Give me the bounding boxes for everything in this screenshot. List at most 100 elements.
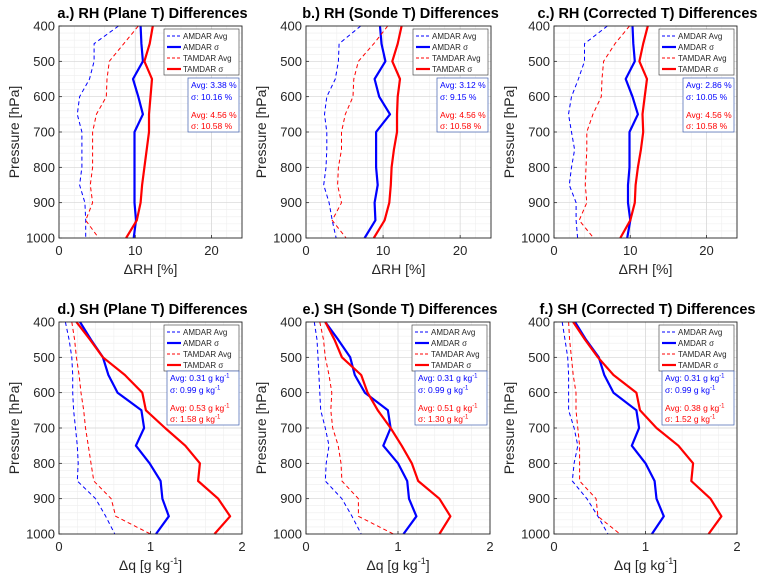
legend-box: [163, 324, 240, 372]
y-tick-label: 900: [280, 491, 302, 506]
y-tick-label: 1000: [521, 527, 550, 542]
stat-text: Avg: 3.12 %: [440, 80, 486, 90]
y-tick-label: 400: [528, 19, 550, 34]
stats-box: Avg: 3.38 % σ: 10.16 % Avg: 4.56 %σ: 10.58…: [187, 77, 240, 133]
x-tick-label: 2: [238, 539, 245, 554]
x-tick-label: 0: [550, 539, 557, 554]
y-tick-label: 700: [33, 125, 55, 140]
stat-text: Avg: 2.86 %: [686, 80, 732, 90]
stats-box-border: [187, 77, 240, 133]
y-tick-label: 400: [528, 315, 550, 330]
legend: AMDAR Avg AMDAR σ TAMDAR Avg TAMDAR σ: [163, 324, 240, 372]
x-tick-label: 2: [733, 539, 740, 554]
x-tick-label: 0: [302, 539, 309, 554]
stat-text: Avg: 0.53 g kg: [170, 403, 224, 413]
y-tick-label: 600: [33, 89, 55, 104]
legend-label: TAMDAR Avg: [678, 54, 727, 63]
legend: AMDAR Avg AMDAR σ TAMDAR Avg TAMDAR σ: [658, 28, 735, 76]
stats-box-border: [414, 370, 488, 426]
legend-box: [412, 28, 489, 76]
stat-sup: -1: [215, 415, 221, 421]
stat-text: Avg: 0.31 g kg: [418, 373, 472, 383]
y-tick-label: 400: [280, 315, 302, 330]
y-tick-label: 900: [280, 195, 302, 210]
y-tick-label: 500: [280, 54, 302, 69]
legend-label: AMDAR Avg: [678, 32, 722, 41]
stat-text: σ: 1.30 g kg: [418, 414, 463, 424]
y-tick-label: 400: [33, 315, 55, 330]
stats-box-border: [661, 370, 735, 426]
stat-text: σ: 1.58 g kg: [170, 414, 215, 424]
stat-amdar-avg: Avg: 0.31 g kg-1: [418, 373, 478, 383]
series-line-amdar-avg: [76, 25, 119, 238]
stat-text: σ: 10.58 %: [686, 121, 728, 131]
stat-amdar-sigma: σ: 10.05 %: [686, 92, 728, 102]
panel-title: c.) RH (Corrected T) Differences: [538, 6, 758, 22]
series-line-amdar: [624, 25, 640, 239]
x-axis-label-after: ]: [178, 557, 182, 573]
panel-title: a.) RH (Plane T) Differences: [57, 6, 247, 22]
legend-label: AMDAR Avg: [678, 328, 722, 337]
x-axis-label-text: Δq [g kg: [119, 557, 170, 573]
series-line-tamdar: [619, 25, 649, 239]
y-axis-label: Pressure [hPa]: [6, 86, 22, 179]
panel-title: b.) RH (Sonde T) Differences: [302, 6, 499, 22]
panel-title: f.) SH (Corrected T) Differences: [540, 302, 756, 318]
x-axis-label-sup: -1: [170, 556, 178, 566]
y-tick-label: 600: [280, 89, 302, 104]
stat-tamdar-avg: Avg: 0.51 g kg-1: [418, 403, 478, 413]
stat-text: σ: 9.15 %: [440, 92, 477, 102]
stat-text: Avg: 0.51 g kg: [418, 403, 472, 413]
stat-sup: -1: [224, 374, 230, 380]
x-axis-label-sup: -1: [418, 556, 426, 566]
stat-text: Avg: 4.56 %: [440, 110, 486, 120]
y-tick-label: 800: [528, 160, 550, 175]
stat-amdar-avg: Avg: 0.31 g kg-1: [665, 373, 725, 383]
legend-label: TAMDAR Avg: [183, 54, 232, 63]
y-tick-label: 700: [280, 125, 302, 140]
x-axis-label: Δq [g kg-1]: [119, 556, 182, 573]
series-line-amdar: [131, 25, 144, 239]
x-tick-label: 0: [55, 539, 62, 554]
stat-tamdar-sigma: σ: 1.58 g kg-1: [170, 414, 221, 424]
y-tick-label: 500: [33, 350, 55, 365]
x-axis-label-text: ΔRH [%]: [619, 261, 673, 277]
x-tick-label: 0: [55, 243, 62, 258]
legend-label: AMDAR σ: [183, 43, 219, 52]
stat-tamdar-avg: Avg: 4.56 %: [191, 110, 237, 120]
stat-text: Avg: 0.31 g kg: [170, 373, 224, 383]
y-tick-label: 800: [280, 160, 302, 175]
x-axis-label: Δq [g kg-1]: [366, 556, 429, 573]
legend-label: AMDAR Avg: [183, 328, 227, 337]
x-tick-label: 2: [486, 539, 493, 554]
series-line-tamdar-avg: [578, 25, 630, 239]
stat-tamdar-sigma: σ: 1.30 g kg-1: [418, 414, 469, 424]
stat-tamdar-avg: Avg: 0.38 g kg-1: [665, 403, 725, 413]
stat-amdar-sigma: σ: 9.15 %: [440, 92, 477, 102]
y-tick-label: 700: [33, 421, 55, 436]
stat-text: Avg: 0.38 g kg: [665, 403, 719, 413]
y-tick-label: 700: [528, 125, 550, 140]
stat-amdar-avg: Avg: 3.38 %: [191, 80, 237, 90]
x-axis-label-after: ]: [673, 557, 677, 573]
legend-label: AMDAR Avg: [431, 328, 475, 337]
y-tick-label: 900: [33, 491, 55, 506]
x-axis-label-text: Δq [g kg: [366, 557, 417, 573]
x-axis-label-text: ΔRH [%]: [124, 261, 178, 277]
y-tick-label: 800: [528, 456, 550, 471]
y-tick-label: 500: [528, 350, 550, 365]
stat-amdar-sigma: σ: 10.16 %: [191, 92, 233, 102]
stat-text: Avg: 4.56 %: [191, 110, 237, 120]
legend: AMDAR Avg AMDAR σ TAMDAR Avg TAMDAR σ: [163, 28, 240, 76]
stats-box-border: [682, 77, 735, 133]
y-tick-label: 600: [528, 385, 550, 400]
y-tick-label: 800: [280, 456, 302, 471]
y-tick-label: 400: [280, 19, 302, 34]
y-tick-label: 500: [33, 54, 55, 69]
series-line-tamdar: [75, 321, 232, 535]
